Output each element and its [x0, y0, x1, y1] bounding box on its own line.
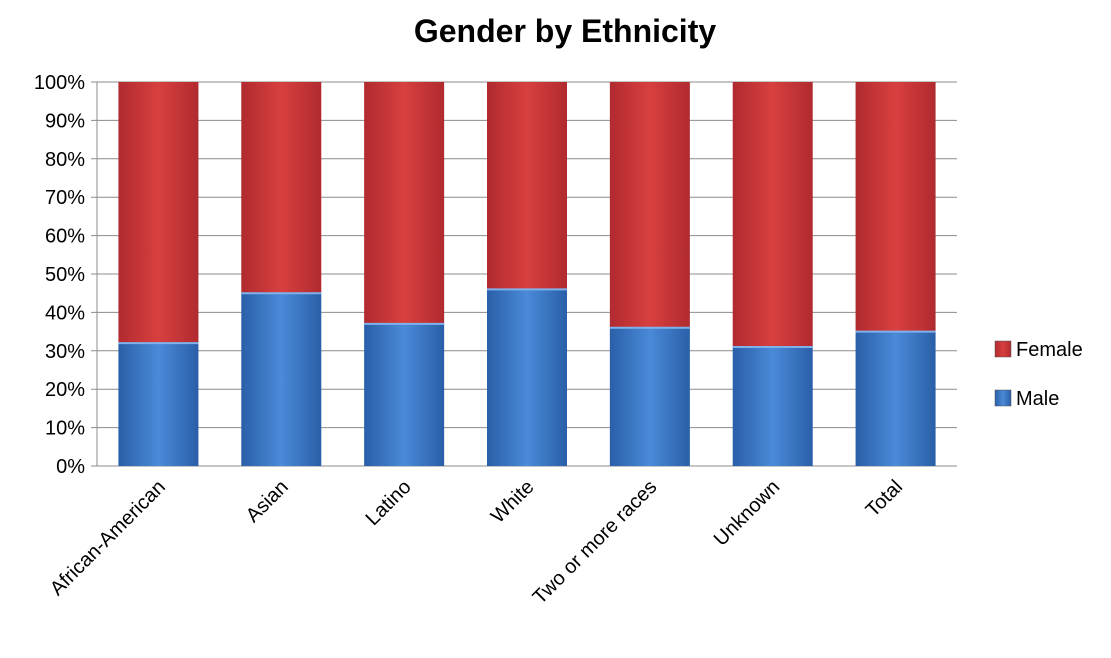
y-tick-label: 30% — [45, 341, 85, 363]
y-tick-label: 80% — [45, 149, 85, 171]
bars — [118, 82, 936, 466]
legend-label-female: Female — [1016, 339, 1083, 361]
bar-female-unknown — [732, 82, 813, 347]
x-tick-label: Unknown — [710, 476, 785, 551]
y-tick-label: 90% — [45, 110, 85, 132]
legend-swatch-male — [994, 389, 1012, 407]
y-tick-label: 20% — [45, 379, 85, 401]
bar-female-african-american — [118, 82, 199, 344]
bar-female-white — [487, 82, 567, 290]
x-tick-label: Latino — [362, 476, 416, 530]
bar-male-african-american — [118, 343, 199, 466]
legend-swatch-female — [994, 340, 1012, 358]
bar-male-total — [855, 331, 936, 466]
bar-male-asian — [241, 293, 322, 466]
x-tick-label: Total — [862, 476, 907, 521]
y-tick-label: 40% — [45, 302, 85, 324]
bar-male-latino — [364, 323, 445, 466]
x-tick-label: Two or more races — [529, 476, 662, 609]
y-axis-ticks: 0% 10% 20% 30% 40% 50% 60% 70% 80% 90% 100% — [34, 72, 85, 478]
y-tick-label: 60% — [45, 226, 85, 248]
bar-female-two-or-more-races — [609, 82, 690, 328]
y-tick-label: 10% — [45, 418, 85, 440]
bar-female-total — [855, 82, 936, 332]
bar-male-white — [487, 289, 567, 466]
x-tick-label: African-American — [46, 476, 170, 600]
bar-male-two-or-more-races — [609, 327, 690, 466]
chart-title: Gender by Ethnicity — [414, 13, 716, 49]
legend: Female Male — [994, 339, 1083, 410]
y-tick-label: 0% — [56, 456, 85, 478]
bar-female-latino — [364, 82, 445, 324]
bar-male-unknown — [732, 346, 813, 466]
x-tick-label: White — [487, 476, 539, 528]
y-tick-label: 70% — [45, 187, 85, 209]
legend-label-male: Male — [1016, 388, 1059, 410]
x-tick-label: Asian — [242, 476, 293, 527]
y-tick-label: 100% — [34, 72, 85, 94]
y-tick-label: 50% — [45, 264, 85, 286]
bar-female-asian — [241, 82, 322, 294]
